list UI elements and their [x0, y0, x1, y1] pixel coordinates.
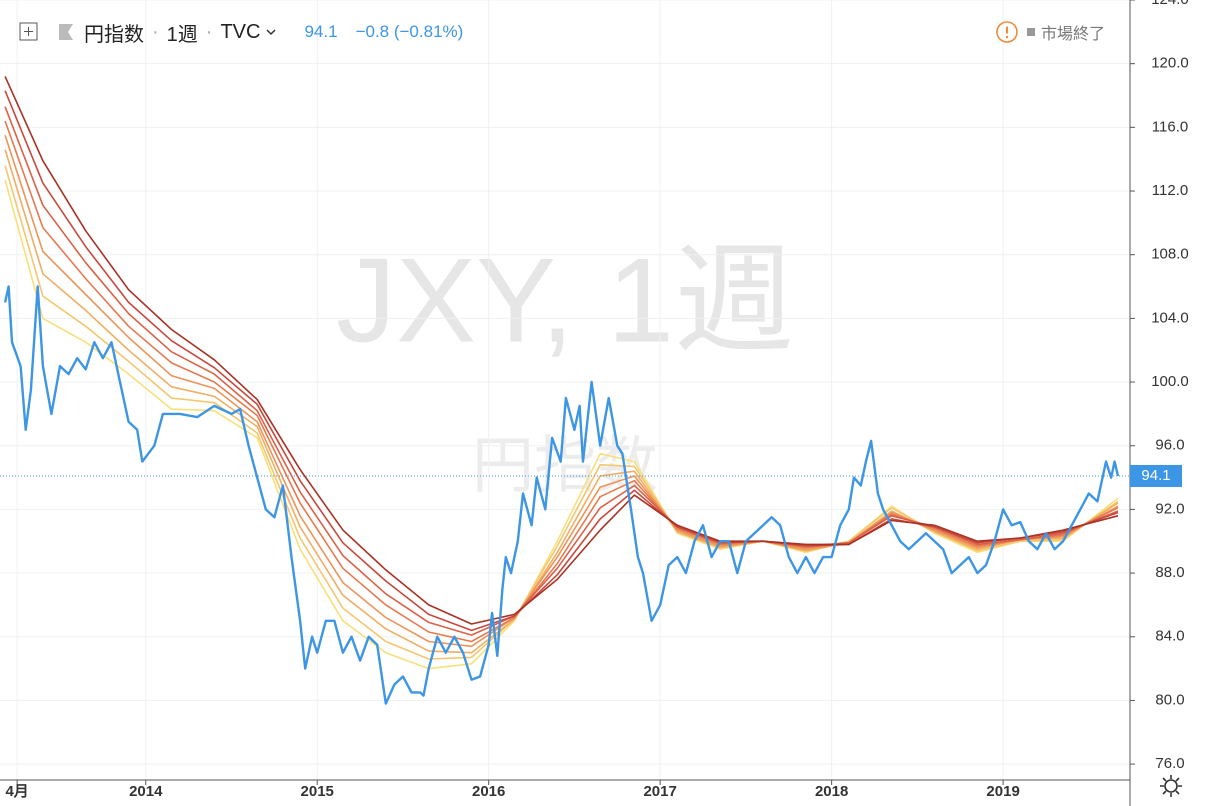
status: 市場終了 [1041, 26, 1106, 43]
price-change: −0.8 (−0.81%) [355, 22, 464, 41]
interval[interactable]: 1週 [166, 23, 198, 46]
y-tick-label: 100.0 [1151, 373, 1189, 390]
dropdown-icon[interactable] [264, 25, 278, 39]
flag-icon[interactable] [56, 21, 78, 43]
settings-icon[interactable] [1158, 773, 1184, 799]
price-tag [1130, 464, 1182, 487]
y-tick-label: 116.0 [1152, 118, 1188, 135]
alert-icon[interactable] [995, 20, 1019, 44]
exchange[interactable]: TVC [220, 20, 261, 43]
x-tick-label: 2018 [815, 783, 848, 800]
y-tick-label: 108.0 [1151, 246, 1189, 263]
y-tick-label: 80.0 [1155, 691, 1184, 708]
market-status: 市場終了 [995, 18, 1105, 46]
last-price: 94.1 [304, 22, 338, 41]
y-tick-label: 76.0 [1155, 755, 1184, 772]
y-tick-label: 124.0 [1151, 0, 1189, 8]
x-tick-label: 2014 [129, 783, 163, 800]
x-tick-label: 2017 [643, 783, 676, 800]
y-tick-label: 104.0 [1151, 309, 1189, 326]
series-line [4, 149, 1119, 654]
y-tick-label: 88.0 [1155, 564, 1184, 581]
add-icon[interactable] [18, 21, 40, 43]
symbol[interactable]: 円指数 [84, 23, 144, 46]
x-tick-label: 2015 [301, 783, 334, 800]
header: 円指数 · 1週 · TVC 94.1 −0.8 (−0.81%) [18, 18, 463, 46]
series-line [3, 285, 1120, 705]
y-tick-label: 96.0 [1155, 437, 1184, 454]
y-tick-label: 120.0 [1151, 55, 1189, 72]
y-tick-label: 112.0 [1152, 182, 1188, 199]
y-tick-label: 84.0 [1155, 628, 1184, 645]
x-tick-label: 4月 [5, 783, 28, 800]
x-tick-label: 2019 [986, 783, 1019, 800]
watermark: JXY, 1週 円指数 [336, 234, 794, 501]
x-tick-label: 2016 [472, 783, 505, 800]
grid [0, 0, 1130, 780]
watermark-title: JXY, 1週 [336, 234, 794, 368]
price-tag-label: 94.1 [1141, 467, 1170, 484]
y-tick-label: 92.0 [1155, 500, 1184, 517]
series-line [4, 76, 1119, 625]
